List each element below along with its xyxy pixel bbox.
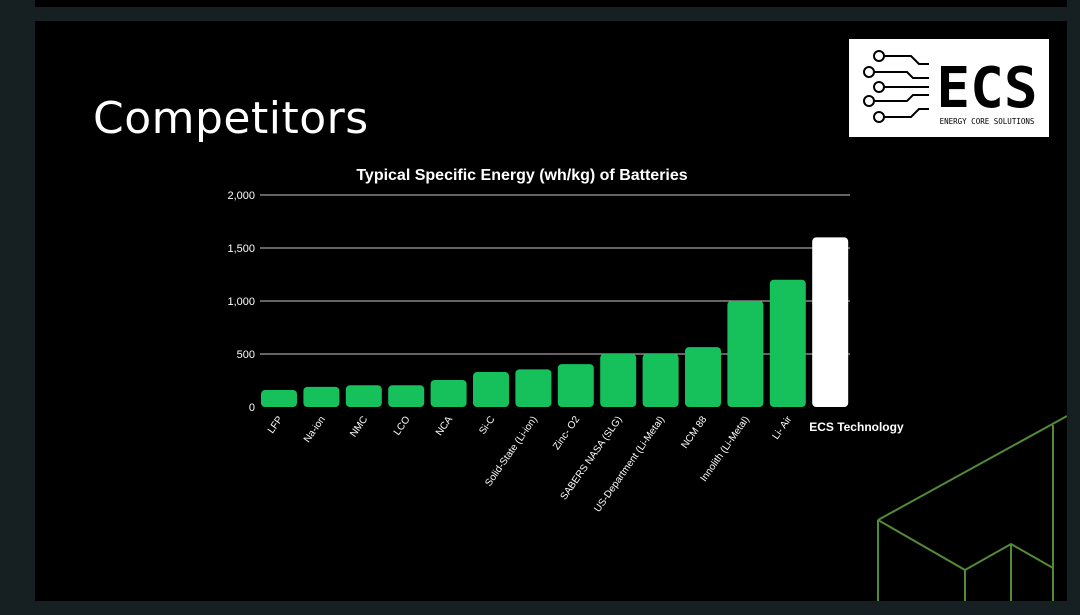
top-strip (35, 0, 1067, 7)
y-tick-label: 500 (237, 349, 255, 361)
bar-nmc (345, 385, 382, 407)
bar-lco (388, 385, 425, 407)
bar-na-ion (303, 386, 340, 407)
bar-innolith-li-metal (727, 301, 764, 407)
y-tick-label: 1,000 (227, 296, 255, 308)
y-tick-label: 1,500 (227, 243, 255, 255)
x-tick-label: LCO (392, 414, 413, 437)
x-tick-label: NMC (348, 414, 370, 439)
circuit-icon (863, 50, 929, 123)
bar-zinc-o2 (557, 364, 594, 407)
bar-solid-state-li-ion (515, 369, 552, 407)
bar-si-c (473, 372, 509, 407)
x-tick-label: LFP (266, 414, 286, 436)
x-tick-label: NCM 88 (679, 414, 709, 451)
slide: Competitors ECS ENERGY CORE SOLUTIONS Ty… (35, 21, 1067, 601)
bar-ncm-88 (685, 347, 721, 407)
y-tick-label: 2,000 (227, 190, 255, 202)
slide-title: Competitors (93, 93, 369, 144)
ecs-logo: ECS ENERGY CORE SOLUTIONS (849, 39, 1049, 137)
logo-mark: ECS (936, 56, 1037, 121)
x-tick-label: Zinc- O2 (551, 414, 582, 452)
x-tick-label: Li- Air (771, 414, 795, 442)
chart-title: Typical Specific Energy (wh/kg) of Batte… (356, 167, 687, 184)
bar-us-department-li-metal (642, 354, 679, 407)
bars (261, 237, 849, 407)
x-tick-label: US-Department (Li-Metal) (592, 414, 667, 514)
bar-chart: Typical Specific Energy (wh/kg) of Batte… (227, 167, 904, 515)
bar-li-air (769, 279, 806, 407)
bar-lfp (261, 390, 297, 407)
logo-tagline: ENERGY CORE SOLUTIONS (940, 117, 1035, 126)
x-tick-label: Si-C (477, 414, 497, 436)
bar-nca (430, 379, 467, 407)
x-tick-label: ECS Technology (809, 420, 904, 434)
y-axis-ticks: 0 500 1,000 1,500 2,000 (227, 190, 255, 414)
x-tick-label: NCA (434, 414, 455, 438)
bar-sabers-nasa-slg (600, 354, 637, 407)
bar-ecs-technology (812, 237, 849, 407)
y-tick-label: 0 (249, 402, 255, 414)
x-tick-label: Na-ion (302, 414, 328, 444)
